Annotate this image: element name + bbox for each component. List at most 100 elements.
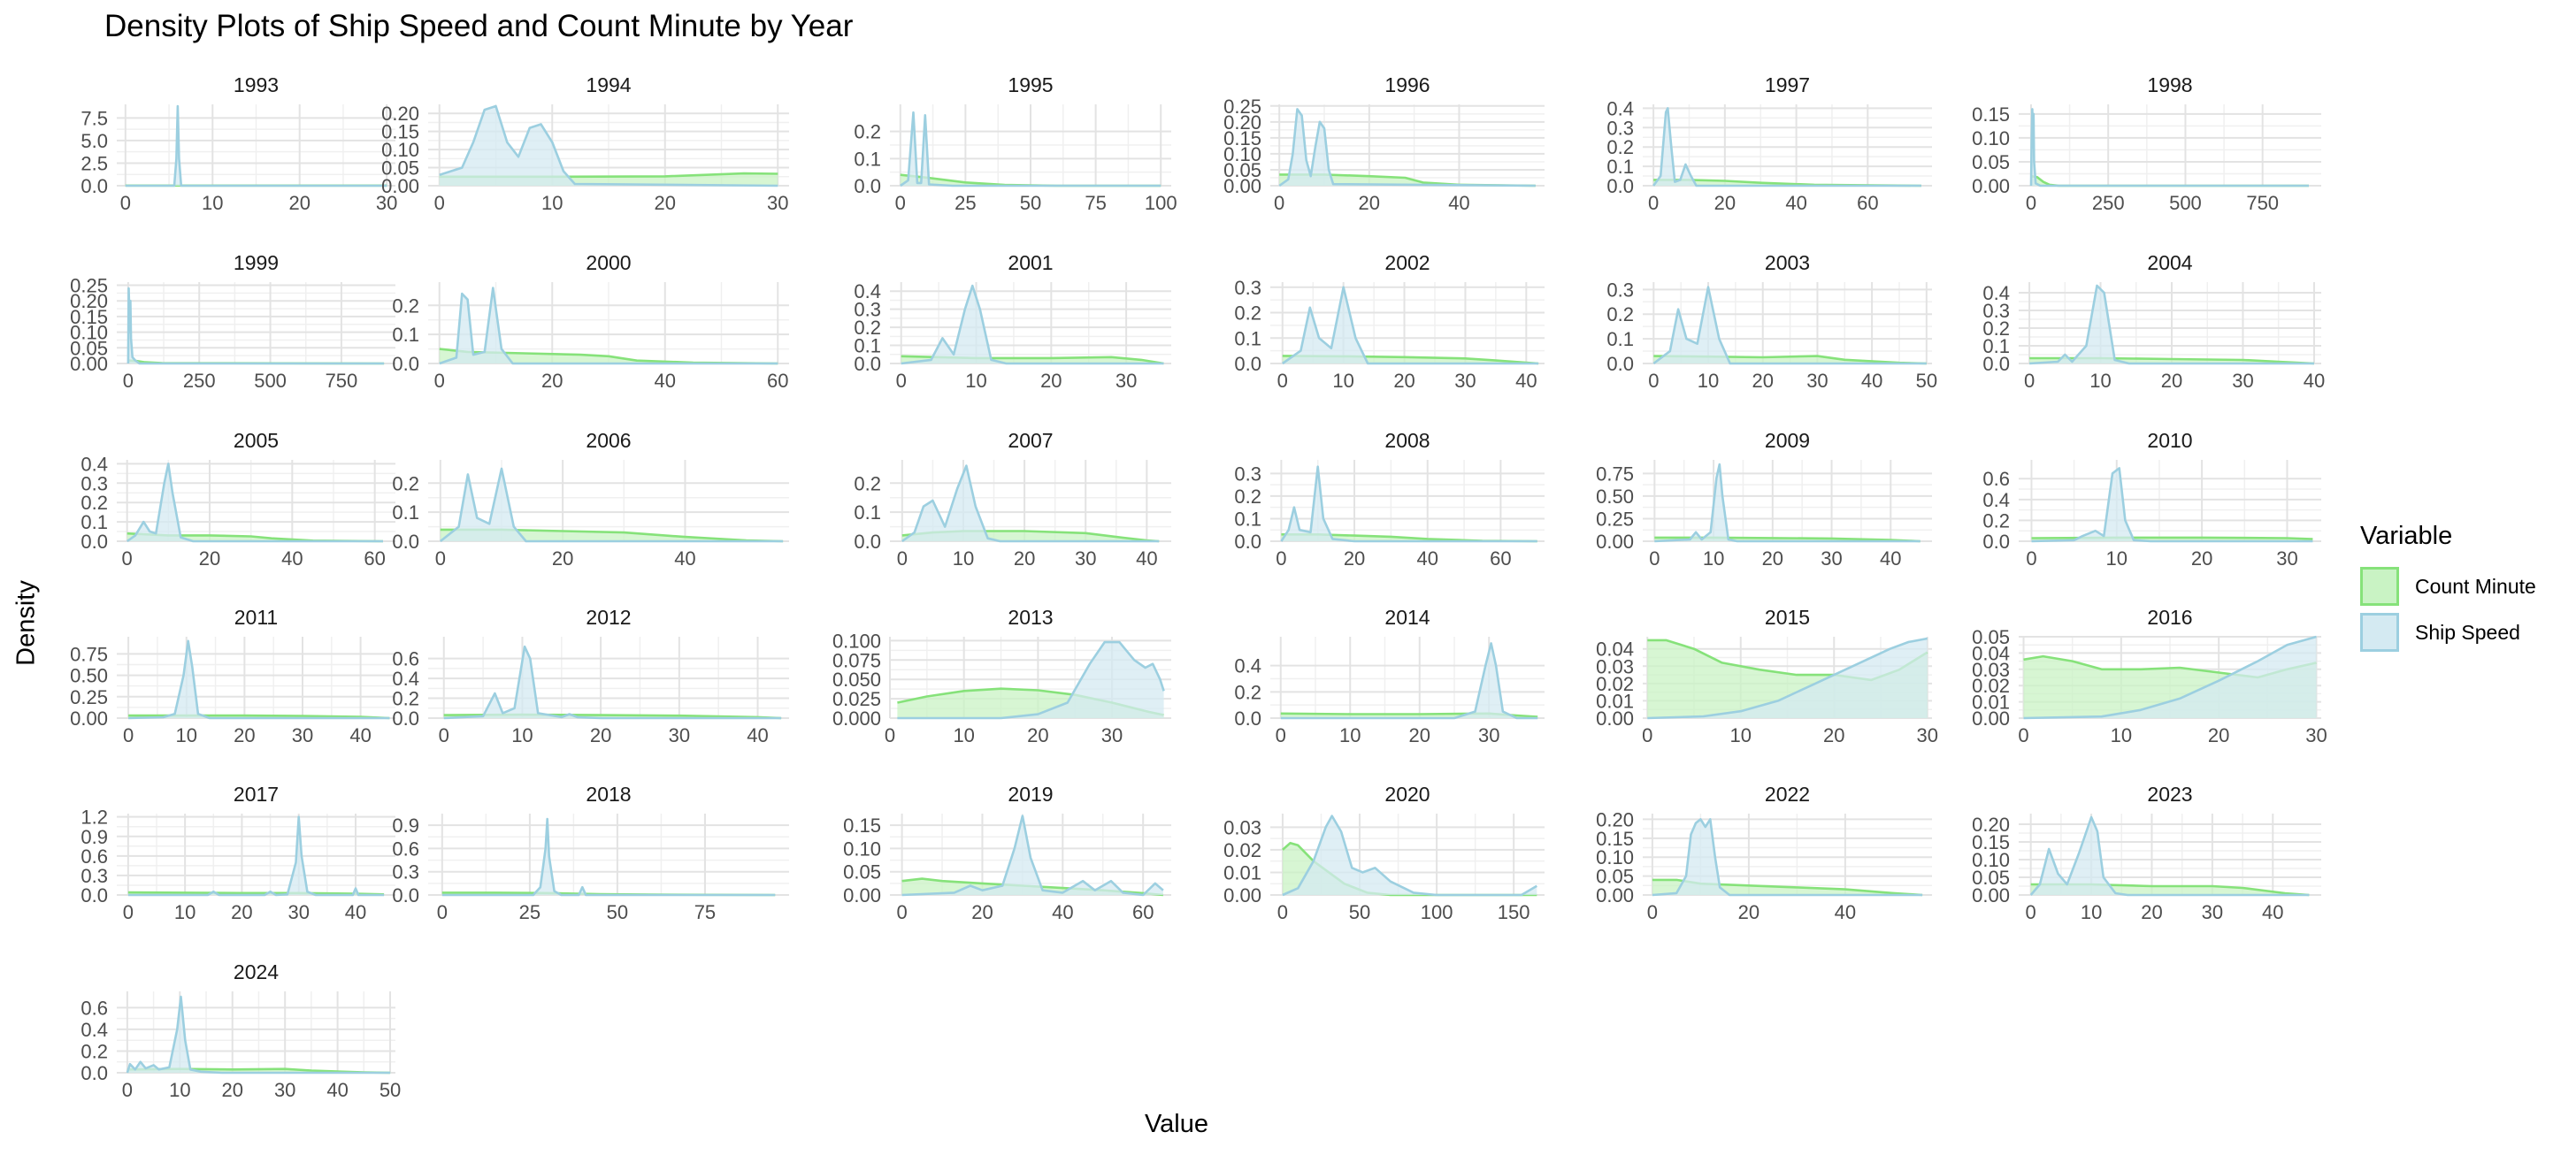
density-area-count-minute xyxy=(2031,176,2309,186)
y-tick-label: 0.3 xyxy=(1606,279,1634,301)
facet-title: 1995 xyxy=(1008,73,1053,96)
density-line-ship-speed xyxy=(1280,465,1537,543)
facet-panel-2011: 2011 0 10 20 30 40 0.000.250.500.75 xyxy=(70,606,395,746)
x-tick-label: 60 xyxy=(364,547,385,570)
x-tick-label: 60 xyxy=(1132,901,1154,923)
legend-key-ship-speed xyxy=(2360,613,2399,652)
facet-title: 1998 xyxy=(2147,73,2192,96)
density-line-ship-speed xyxy=(439,287,778,365)
x-tick-label: 30 xyxy=(2305,724,2327,746)
y-tick-label: 1.2 xyxy=(80,807,108,829)
y-tick-label: 0.15 xyxy=(70,306,108,328)
y-tick-label: 0.00 xyxy=(70,353,108,375)
y-tick-label: 0.01 xyxy=(1972,692,2010,714)
y-tick-label: 0.00 xyxy=(70,708,108,730)
y-tick-label: 0.05 xyxy=(1972,626,2010,648)
y-tick-label: 0.00 xyxy=(1972,175,2010,197)
y-tick-label: 0.0 xyxy=(1234,353,1261,375)
y-tick-label: 0.2 xyxy=(1606,136,1634,158)
density-area-ship-speed xyxy=(1647,639,1928,718)
facet-panel-2019: 2019 0 20 40 60 0.000.050.100.15 xyxy=(843,783,1171,923)
x-tick-label: 0 xyxy=(897,547,908,570)
y-tick-label: 0.6 xyxy=(392,838,419,860)
density-line-ship-speed xyxy=(127,815,385,897)
x-tick-label: 10 xyxy=(953,724,974,746)
x-tick-label: 60 xyxy=(1490,547,1511,570)
facet-title: 2007 xyxy=(1008,429,1053,452)
x-tick-label: 10 xyxy=(511,724,533,746)
x-tick-label: 0 xyxy=(120,192,131,214)
x-tick-label: 20 xyxy=(1344,547,1365,570)
facet-panel-2014: 2014 0 10 20 30 0.0 0.2 0.4 xyxy=(1234,606,1545,746)
x-tick-label: 25 xyxy=(954,192,976,214)
y-tick-label: 0.0 xyxy=(80,884,108,906)
x-tick-label: 0 xyxy=(885,724,895,746)
y-tick-label: 0.04 xyxy=(1972,642,2010,664)
x-tick-label: 40 xyxy=(1880,547,1901,570)
x-tick-label: 30 xyxy=(669,724,690,746)
facet-title: 2024 xyxy=(234,960,279,983)
density-area-ship-speed xyxy=(901,815,1163,895)
x-tick-label: 0 xyxy=(437,901,448,923)
x-tick-label: 30 xyxy=(1916,724,1937,746)
density-area-ship-speed xyxy=(1652,819,1923,895)
y-tick-label: 0.0 xyxy=(1606,175,1634,197)
facet-panel-2004: 2004 0 10 20 30 40 0.00.10.20.30.4 xyxy=(1982,251,2325,392)
x-tick-label: 40 xyxy=(281,547,303,570)
y-tick-label: 0.4 xyxy=(854,280,881,302)
y-tick-label: 0.4 xyxy=(1982,282,2010,304)
facet-panel-2018: 2018 0 25 50 75 0.00.30.60.9 xyxy=(392,783,789,923)
density-line-ship-speed xyxy=(126,995,391,1075)
y-tick-label: 0.1 xyxy=(1234,327,1261,349)
x-axis-label: Value xyxy=(1144,1110,1209,1138)
x-tick-label: 150 xyxy=(1498,901,1530,923)
x-tick-label: 0 xyxy=(1647,901,1658,923)
x-tick-label: 20 xyxy=(2161,370,2182,392)
y-tick-label: 0.10 xyxy=(381,139,419,161)
x-tick-label: 10 xyxy=(541,192,563,214)
y-tick-label: 0.25 xyxy=(70,686,108,708)
density-line-ship-speed xyxy=(1282,286,1539,365)
density-line-ship-speed xyxy=(2029,284,2314,365)
y-tick-label: 0.0 xyxy=(80,175,108,197)
facet-title: 2012 xyxy=(586,606,631,629)
y-tick-label: 0.20 xyxy=(1596,808,1634,830)
x-tick-label: 20 xyxy=(288,192,310,214)
x-tick-label: 20 xyxy=(1359,192,1380,214)
y-tick-label: 0.0 xyxy=(854,353,881,375)
y-tick-label: 0.00 xyxy=(1596,531,1634,553)
y-tick-label: 0.0 xyxy=(1234,531,1261,553)
density-line-ship-speed xyxy=(441,817,776,897)
x-tick-label: 30 xyxy=(1806,370,1828,392)
density-line-ship-speed xyxy=(1652,818,1923,897)
y-tick-label: 0.2 xyxy=(1234,681,1261,703)
y-tick-label: 0.3 xyxy=(1606,117,1634,139)
x-tick-label: 20 xyxy=(1823,724,1844,746)
y-tick-label: 0.20 xyxy=(1972,814,2010,836)
density-line-count-minute xyxy=(439,348,778,365)
y-tick-label: 0.0 xyxy=(854,531,881,553)
y-tick-label: 0.0 xyxy=(392,708,419,730)
x-tick-label: 0 xyxy=(1648,192,1659,214)
density-area-ship-speed xyxy=(897,642,1164,718)
density-line-ship-speed xyxy=(1652,286,1927,365)
x-tick-label: 30 xyxy=(376,192,397,214)
facet-panel-2020: 2020 0 50 100 150 0.000.010.020.03 xyxy=(1223,783,1545,923)
y-tick-label: 0.10 xyxy=(1972,849,2010,871)
y-tick-label: 0.05 xyxy=(381,157,419,180)
density-area-ship-speed xyxy=(439,106,778,186)
facet-panel-2012: 2012 0 10 20 30 40 0.00.20.40.6 xyxy=(392,606,789,746)
facet-title: 2013 xyxy=(1008,606,1053,629)
x-tick-label: 40 xyxy=(1835,901,1856,923)
density-area-ship-speed xyxy=(439,287,778,363)
x-tick-label: 50 xyxy=(1020,192,1041,214)
y-tick-label: 0.0 xyxy=(1234,708,1261,730)
facet-title: 2018 xyxy=(586,783,631,806)
x-tick-label: 20 xyxy=(231,901,252,923)
y-tick-label: 0.1 xyxy=(80,511,108,533)
facet-title: 2014 xyxy=(1384,606,1430,629)
y-tick-label: 0.01 xyxy=(1223,861,1261,883)
x-tick-label: 40 xyxy=(1515,370,1537,392)
x-tick-label: 40 xyxy=(326,1079,348,1101)
x-tick-label: 10 xyxy=(1339,724,1361,746)
